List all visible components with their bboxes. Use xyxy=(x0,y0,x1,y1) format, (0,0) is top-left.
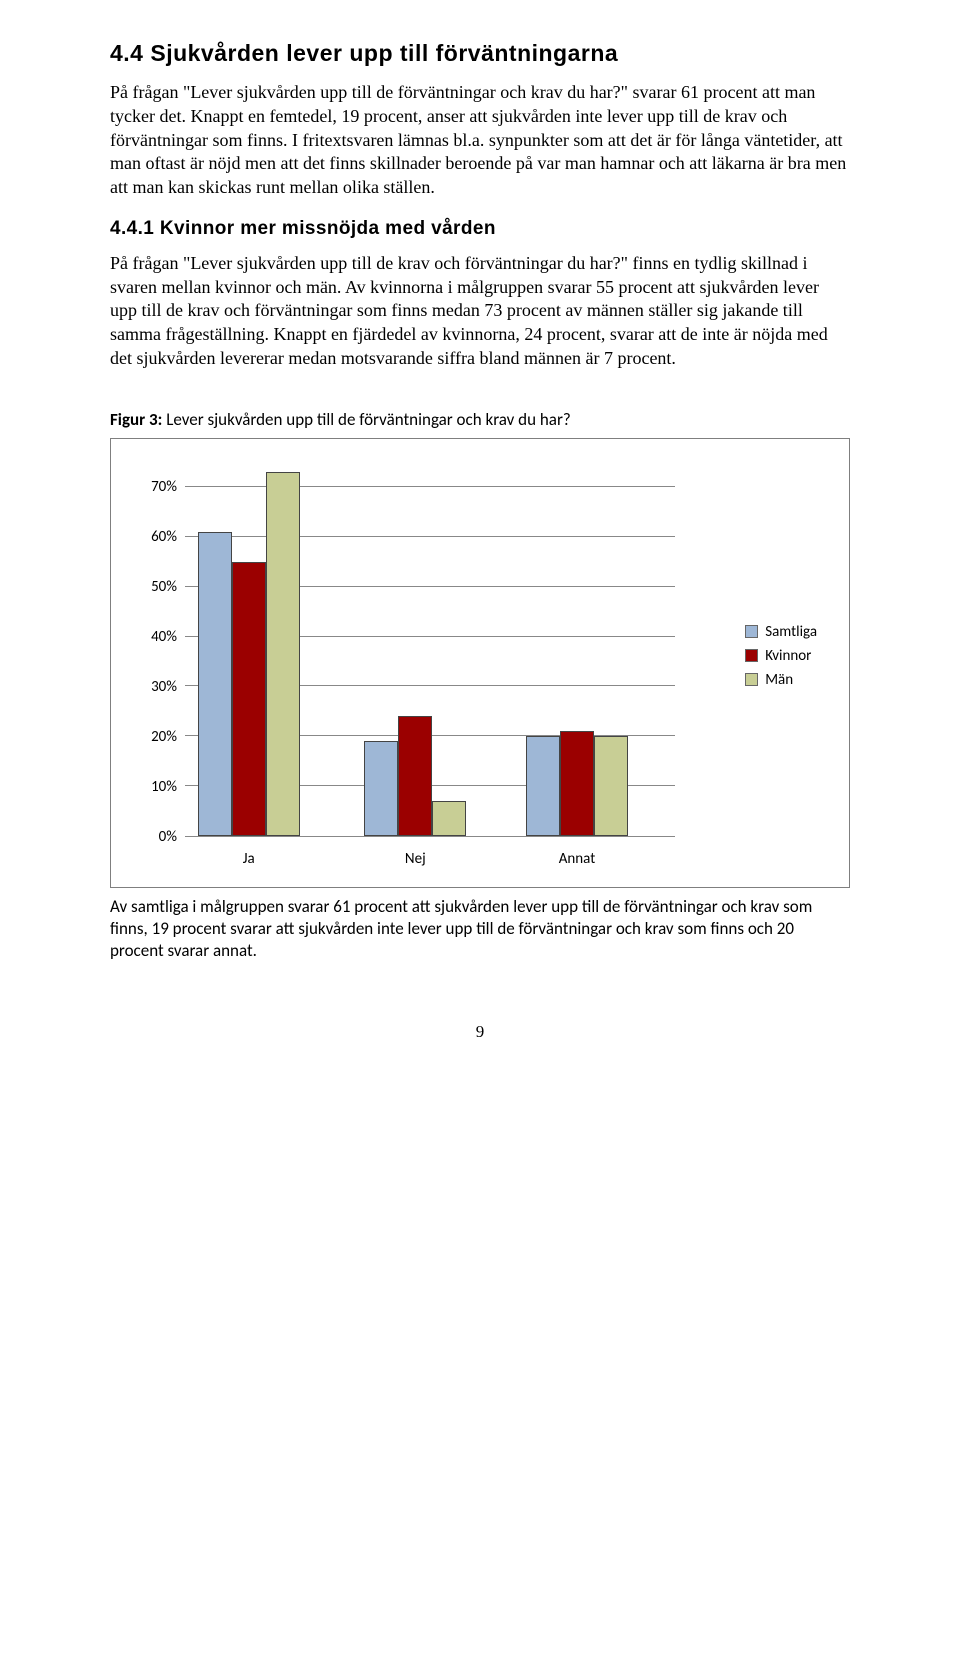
section-paragraph: På frågan "Lever sjukvården upp till de … xyxy=(110,81,850,200)
bar xyxy=(526,736,560,835)
legend-item: Män xyxy=(745,671,817,689)
bar-group xyxy=(198,463,300,836)
page-number: 9 xyxy=(110,1022,850,1042)
x-tick-label: Annat xyxy=(559,845,596,873)
bar xyxy=(198,532,232,835)
y-tick-label: 40% xyxy=(125,628,177,646)
bar xyxy=(232,562,266,836)
subsection-heading: 4.4.1 Kvinnor mer missnöjda med vården xyxy=(110,218,850,240)
chart-legend: Samtliga Kvinnor Män xyxy=(745,623,817,695)
legend-label: Kvinnor xyxy=(765,647,811,665)
figure-label-prefix: Figur 3: xyxy=(110,409,162,430)
y-tick-label: 60% xyxy=(125,528,177,546)
y-tick-label: 70% xyxy=(125,478,177,496)
bar xyxy=(432,801,466,836)
legend-swatch xyxy=(745,649,758,662)
x-tick-label: Nej xyxy=(405,845,426,873)
bar xyxy=(364,741,398,835)
subsection-paragraph: På frågan "Lever sjukvården upp till de … xyxy=(110,252,850,371)
plot-area xyxy=(185,463,675,837)
bar xyxy=(560,731,594,835)
figure-label-text: Lever sjukvården upp till de förväntning… xyxy=(162,409,570,430)
bar-group xyxy=(364,463,466,836)
legend-label: Män xyxy=(765,671,793,689)
figure-label: Figur 3: Lever sjukvården upp till de fö… xyxy=(110,409,850,430)
y-tick-label: 0% xyxy=(125,828,177,846)
figure-caption: Av samtliga i målgruppen svarar 61 proce… xyxy=(110,896,850,962)
legend-swatch xyxy=(745,673,758,686)
chart-container: Samtliga Kvinnor Män 0% 10% 20% 30% 40% 50% 60% 7… xyxy=(110,438,850,888)
y-tick-label: 50% xyxy=(125,578,177,596)
y-tick-label: 30% xyxy=(125,678,177,696)
section-heading: 4.4 Sjukvården lever upp till förväntnin… xyxy=(110,40,850,67)
bar xyxy=(266,472,300,835)
legend-label: Samtliga xyxy=(765,623,817,641)
x-tick-label: Ja xyxy=(243,845,255,873)
chart-inner: Samtliga Kvinnor Män 0% 10% 20% 30% 40% 50% 60% 7… xyxy=(125,463,835,873)
legend-item: Kvinnor xyxy=(745,647,817,665)
y-tick-label: 10% xyxy=(125,778,177,796)
bar xyxy=(398,716,432,835)
bar xyxy=(594,736,628,835)
y-tick-label: 20% xyxy=(125,728,177,746)
legend-item: Samtliga xyxy=(745,623,817,641)
bar-group xyxy=(526,463,628,836)
legend-swatch xyxy=(745,625,758,638)
